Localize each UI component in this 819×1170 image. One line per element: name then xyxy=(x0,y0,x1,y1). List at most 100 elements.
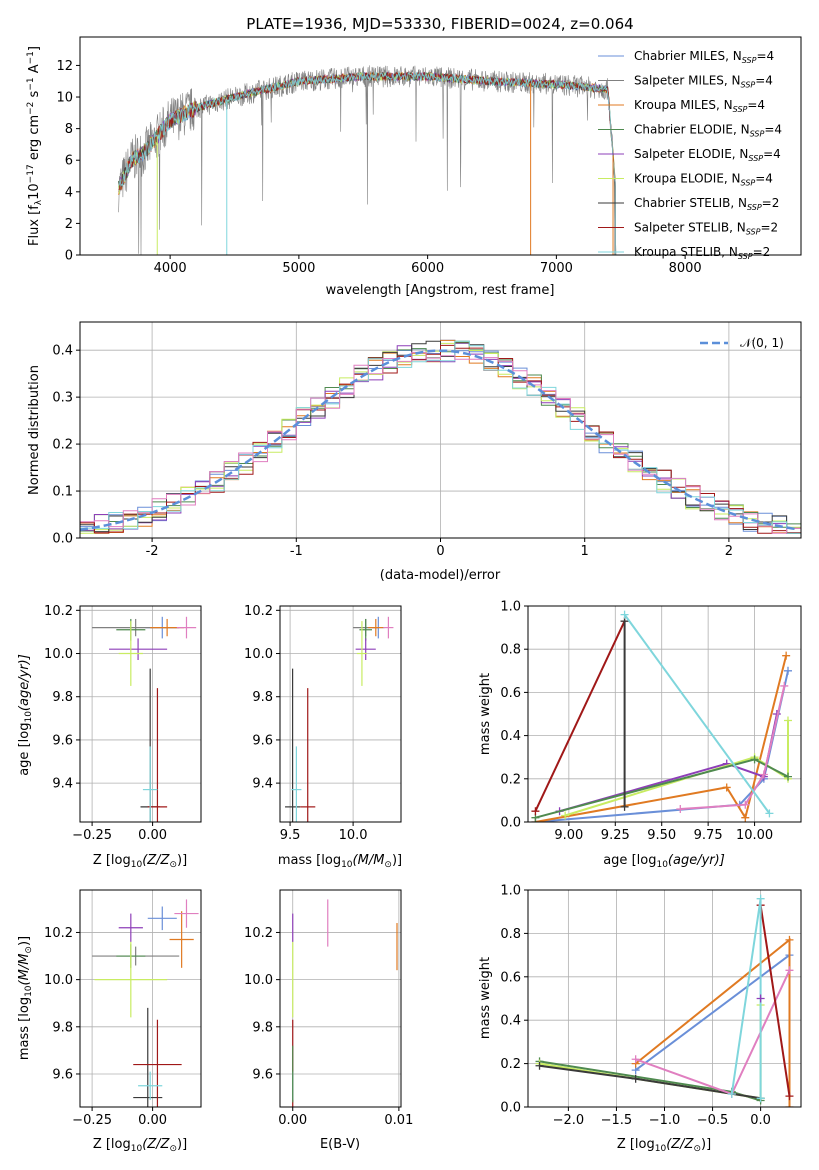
legend-text: Salpeter ELODIE, N xyxy=(634,147,748,161)
x-tick-label: 5000 xyxy=(282,261,315,276)
y-tick-label: 0.1 xyxy=(52,485,73,500)
y-tick-label: 0.4 xyxy=(52,344,73,359)
legend-entry: Salpeter ELODIE, NSSP=4 xyxy=(634,147,781,163)
x-tick-label: 0.00 xyxy=(278,1113,307,1128)
weight-marker xyxy=(620,802,629,811)
legend-suffix: =4 xyxy=(763,147,781,161)
x-tick-label: 9.50 xyxy=(647,828,676,843)
y-tick-label: 9.6 xyxy=(252,1067,273,1082)
y-tick-label: 0.2 xyxy=(500,1057,521,1072)
weight-marker xyxy=(784,772,792,781)
residual-xlabel: (data-model)/error xyxy=(380,568,501,583)
weight-line xyxy=(535,655,788,822)
x-tick-label: −0.25 xyxy=(72,828,112,843)
x-tick-label: 0.00 xyxy=(138,828,167,843)
agez-ylabel: age [log10(age/yr)] xyxy=(17,654,34,776)
y-tick-label: 10.2 xyxy=(244,604,273,619)
legend-suffix: =2 xyxy=(753,245,771,259)
weight-line xyxy=(680,685,786,810)
axes-frame xyxy=(79,605,202,823)
gaussian-curve xyxy=(80,349,799,532)
legend-suffix: =4 xyxy=(764,123,782,137)
x-tick-label: 10.00 xyxy=(736,828,773,843)
legend-text: Chabrier STELIB, N xyxy=(634,196,747,210)
weight-marker xyxy=(765,809,774,818)
legend-sub: SSP xyxy=(748,154,763,163)
y-tick-label: 2 xyxy=(65,217,73,232)
weight-marker xyxy=(756,994,765,1003)
y-tick-label: 10 xyxy=(56,91,73,106)
y-tick-label: 9.4 xyxy=(252,777,273,792)
weight-marker xyxy=(750,755,759,764)
legend-sub: SSP xyxy=(741,81,756,90)
weight-marker xyxy=(631,1055,640,1064)
y-tick-label: 0.6 xyxy=(500,970,521,985)
legend-text: Chabrier ELODIE, N xyxy=(634,123,750,137)
legend-entry: Chabrier MILES, NSSP=4 xyxy=(634,49,774,65)
y-tick-label: 0.8 xyxy=(500,643,521,658)
y-tick-label: 9.8 xyxy=(52,690,73,705)
weight-marker xyxy=(785,966,794,975)
legend-sub: SSP xyxy=(733,105,748,114)
x-tick-label: 9.25 xyxy=(601,828,630,843)
residual-ylabel: Normed distribution xyxy=(27,365,42,495)
y-tick-label: 0.2 xyxy=(52,438,73,453)
legend-suffix: =4 xyxy=(755,74,773,88)
y-tick-label: 10.0 xyxy=(44,973,73,988)
y-tick-label: 1.0 xyxy=(500,600,521,615)
x-tick-label: −0.25 xyxy=(72,1113,112,1128)
axes-frame xyxy=(79,36,802,256)
weight-marker xyxy=(785,1092,794,1101)
axes-frame xyxy=(79,889,202,1108)
legend-text: Salpeter MILES, N xyxy=(634,74,741,88)
spectrum-ylabel: Flux [fλ10−17 erg cm−2 s−1 A−1] xyxy=(26,46,44,246)
spectrum-lines xyxy=(118,65,750,255)
x-tick-label: 0.00 xyxy=(138,1113,167,1128)
wz-xlabel: Z [log10(Z/Z⊙)] xyxy=(617,1137,711,1154)
y-tick-label: 8 xyxy=(65,122,73,137)
legend-sub: SSP xyxy=(738,252,753,261)
weight-marker xyxy=(756,894,765,903)
gauss-legend-label: 𝒩(0, 1) xyxy=(740,336,784,350)
errorbars xyxy=(92,616,197,822)
spectrum-plot: 4000 5000 6000 7000 8000 0 2 4 6 8 10 12 Chabrier MI… xyxy=(56,36,802,276)
x-tick-label: 0 xyxy=(436,544,444,559)
x-tick-label: 6000 xyxy=(411,261,444,276)
weight-marker xyxy=(782,651,791,660)
y-tick-label: 9.6 xyxy=(52,733,73,748)
legend-sub: SSP xyxy=(741,179,756,188)
y-tick-label: 10.2 xyxy=(44,926,73,941)
wage-xlabel: age [log10(age/yr)] xyxy=(603,853,725,870)
legend-entry: Chabrier ELODIE, NSSP=4 xyxy=(634,123,782,139)
histogram-series xyxy=(80,351,801,534)
x-tick-label: 10.0 xyxy=(339,828,368,843)
y-tick-label: 0.6 xyxy=(500,686,521,701)
age-vs-z-plot: −0.25 0.00 9.4 9.6 9.8 10.0 10.2 xyxy=(44,604,202,843)
y-tick-label: 10.0 xyxy=(44,647,73,662)
weight-marker xyxy=(620,610,629,619)
legend-suffix: =2 xyxy=(762,196,780,210)
agez-xlabel: Z [log10(Z/Z⊙)] xyxy=(93,853,187,870)
axes-frame xyxy=(79,321,802,539)
y-tick-label: 0.3 xyxy=(52,391,73,406)
legend-sub: SSP xyxy=(742,56,757,65)
wage-ylabel: mass weight xyxy=(478,673,493,755)
y-tick-label: 9.8 xyxy=(252,1020,273,1035)
y-tick-label: 6 xyxy=(65,154,73,169)
y-tick-label: 0.8 xyxy=(500,927,521,942)
x-tick-label: -2 xyxy=(146,544,159,559)
weight-marker xyxy=(741,813,750,822)
weight-marker xyxy=(784,666,792,675)
legend-suffix: =4 xyxy=(756,49,774,63)
y-tick-label: 0.4 xyxy=(500,1014,521,1029)
legend-sub: SSP xyxy=(747,203,762,212)
x-tick-label: 8000 xyxy=(669,261,702,276)
x-tick-label: 9.00 xyxy=(554,828,583,843)
weight-line xyxy=(635,954,791,1071)
y-tick-label: 12 xyxy=(56,59,73,74)
x-tick-label: 9.5 xyxy=(280,828,301,843)
age-vs-mass-plot: 9.5 10.0 9.4 9.6 9.8 10.0 10.2 xyxy=(244,604,402,843)
weight-lines xyxy=(535,894,794,1107)
errorbars xyxy=(285,616,394,822)
